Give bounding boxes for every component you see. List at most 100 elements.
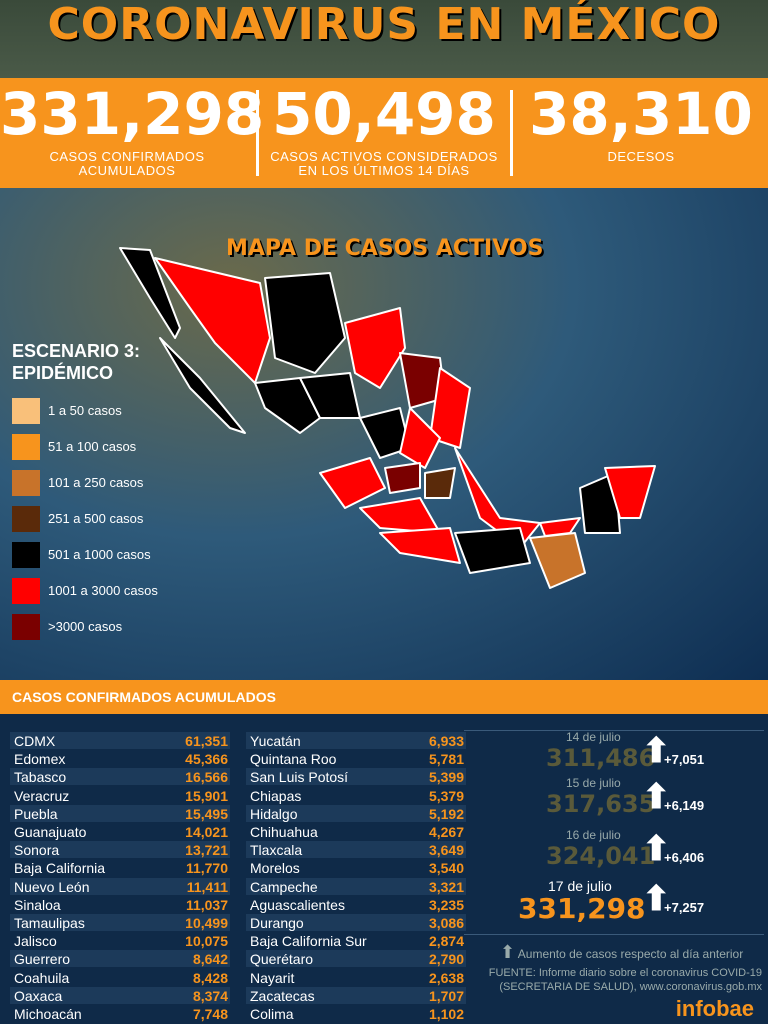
map-title: MAPA DE CASOS ACTIVOS [226, 236, 544, 261]
table-row: Jalisco 10,075 [10, 932, 230, 950]
table-header-bar: CASOS CONFIRMADOS ACUMULADOS [0, 680, 768, 714]
stat-active: 50,498 CASOS ACTIVOS CONSIDERADOS EN LOS… [260, 78, 508, 188]
row-stripe [246, 768, 466, 786]
table-row: San Luis Potosí 5,399 [246, 768, 466, 786]
source-note: FUENTE: Informe diario sobre el coronavi… [488, 967, 762, 993]
table-row: Tlaxcala 3,649 [246, 841, 466, 859]
state-name: Morelos [250, 860, 300, 877]
state-name: Veracruz [14, 787, 70, 804]
scenario-title: ESCENARIO 3: EPIDÉMICO [12, 341, 141, 383]
state-name: Tamaulipas [14, 915, 85, 931]
legend-label: 1001 a 3000 casos [48, 583, 158, 598]
state-value: 2,638 [428, 969, 464, 986]
state-name: Querétaro [250, 951, 314, 968]
daily-increase: +6,149 [664, 798, 705, 813]
table-row: Campeche 3,321 [246, 877, 466, 896]
table-row: Sinaloa 11,037 [10, 896, 230, 914]
daily-increase: +6,406 [664, 850, 705, 865]
state-name: Guanajuato [14, 824, 87, 840]
state-value: 10,499 [185, 915, 228, 931]
state-name: Jalisco [14, 933, 57, 950]
state-value: 3,086 [428, 915, 464, 931]
table-row: Coahuila 8,428 [10, 969, 230, 987]
map-state-chihuahua [264, 272, 346, 374]
state-name: Yucatán [250, 733, 301, 749]
state-name: Baja California Sur [250, 933, 367, 950]
state-value: 1,707 [428, 987, 464, 1004]
divider [464, 730, 764, 731]
state-name: Sonora [14, 842, 60, 859]
state-value: 11,037 [185, 896, 228, 913]
row-stripe [10, 877, 230, 895]
state-value: 5,781 [428, 751, 464, 768]
state-name: Colima [250, 1006, 294, 1022]
row-stripe [246, 732, 466, 749]
state-value: 11,770 [185, 860, 228, 877]
daily-date: 14 de julio [566, 730, 621, 744]
legend-swatch [12, 506, 40, 532]
row-stripe [246, 986, 466, 1004]
state-value: 2,790 [428, 951, 464, 968]
state-name: San Luis Potosí [250, 769, 349, 786]
state-name: Zacatecas [250, 987, 315, 1004]
state-value: 8,642 [192, 951, 228, 968]
legend-swatch [12, 614, 40, 640]
state-value: 16,566 [185, 769, 228, 786]
daily-increase: +7,257 [664, 900, 705, 915]
state-value: 8,374 [192, 987, 228, 1004]
table-row: Chihuahua 4,267 [246, 823, 466, 841]
legend-swatch [12, 434, 40, 460]
legend-swatch [12, 398, 40, 424]
table-row: Chiapas 5,379 [246, 787, 466, 805]
map-state-tamaulipas [429, 367, 471, 449]
state-name: CDMX [14, 733, 56, 749]
map-state-san-luis-potosi [399, 407, 441, 469]
stat-divider [256, 90, 259, 176]
state-value: 2,874 [428, 933, 464, 950]
arrow-note: Aumento de casos respecto al día anterio… [517, 947, 744, 961]
mexico-map [119, 247, 656, 589]
table-row: Sonora 13,721 [10, 841, 230, 859]
table-row: Baja California Sur 2,874 [246, 932, 466, 950]
daily-total: 311,486 [546, 744, 656, 772]
map-state-coahuila [344, 307, 406, 389]
table-row: Guerrero 8,642 [10, 950, 230, 968]
map-state-baja-california-sur [159, 337, 246, 434]
table-row: Veracruz 15,901 [10, 787, 230, 805]
state-value: 3,649 [428, 842, 464, 859]
table-row: Tamaulipas 10,499 [10, 914, 230, 932]
table-row: Edomex 45,366 [10, 750, 230, 768]
legend-label: 501 a 1000 casos [48, 547, 151, 562]
stat-confirmed-value: 331,298 [0, 80, 265, 148]
state-name: Durango [250, 915, 304, 931]
map-state-cdmx-area [424, 467, 456, 499]
map-background [0, 188, 768, 680]
row-stripe [10, 914, 230, 931]
state-value: 14,021 [185, 824, 228, 840]
stats-bar: 331,298 CASOS CONFIRMADOS ACUMULADOS 50,… [0, 78, 768, 188]
state-name: Chiapas [250, 787, 302, 804]
map-state-michoacan [359, 497, 441, 534]
legend-swatch [12, 470, 40, 496]
legend-label: >3000 casos [48, 619, 123, 634]
state-value: 10,075 [185, 933, 228, 950]
legend-label: 251 a 500 casos [48, 511, 144, 526]
table-row: Durango 3,086 [246, 914, 466, 932]
state-value: 15,495 [185, 805, 228, 822]
daily-increase: +7,051 [664, 752, 705, 767]
daily-date: 17 de julio [548, 878, 612, 894]
daily-total: 331,298 [518, 892, 646, 925]
table-row: Colima 1,102 [246, 1005, 466, 1023]
row-stripe [246, 841, 466, 859]
legend-swatch [12, 578, 40, 604]
legend-swatch [12, 542, 40, 568]
state-name: Sinaloa [14, 896, 61, 913]
state-value: 3,235 [428, 896, 464, 913]
daily-total: 317,635 [546, 790, 656, 818]
row-stripe [246, 950, 466, 968]
table-row: Yucatán 6,933 [246, 732, 466, 750]
arrow-note-row: ⬆ Aumento de casos respecto al día anter… [500, 942, 743, 963]
map-state-veracruz [454, 447, 541, 549]
state-name: Oaxaca [14, 987, 63, 1004]
state-value: 5,192 [428, 805, 464, 822]
